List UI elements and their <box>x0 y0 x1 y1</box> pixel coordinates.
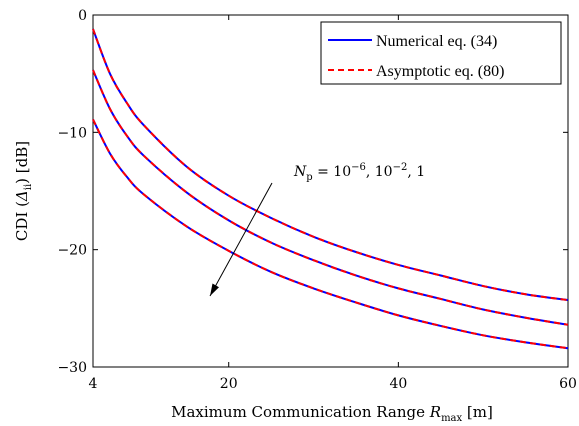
y-tick-label: 0 <box>78 8 87 24</box>
legend-label-numerical: Numerical eq. (34) <box>376 33 497 50</box>
y-tick-label: −10 <box>57 125 87 141</box>
legend: Numerical eq. (34) Asymptotic eq. (80) <box>320 21 562 85</box>
annotation-arrowhead <box>210 283 219 296</box>
asymptotic-curve-2 <box>92 69 569 326</box>
legend-box <box>320 21 562 85</box>
annotation-arrow <box>209 182 273 297</box>
y-tick-label: −20 <box>57 243 87 259</box>
ticks-layer: 4 20 40 60 0 −10 −20 −30 <box>57 8 576 392</box>
x-tick-label: 20 <box>220 376 238 392</box>
legend-label-asymptotic: Asymptotic eq. (80) <box>376 63 504 80</box>
x-tick-label: 40 <box>389 376 407 392</box>
y-axis-label: CDI (Δii) [dB] <box>13 141 34 241</box>
x-tick-label: 4 <box>89 376 98 392</box>
annotation-label: Np = 10−6, 10−2, 1 <box>293 162 425 183</box>
asymptotic-curve-3 <box>92 118 569 350</box>
x-tick-label: 60 <box>559 376 577 392</box>
x-axis-label: Maximum Communication Range Rmax [m] <box>171 403 493 424</box>
asymptotic-curve-1 <box>92 28 569 302</box>
y-tick-label: −30 <box>57 360 87 376</box>
series-layer <box>92 28 569 350</box>
